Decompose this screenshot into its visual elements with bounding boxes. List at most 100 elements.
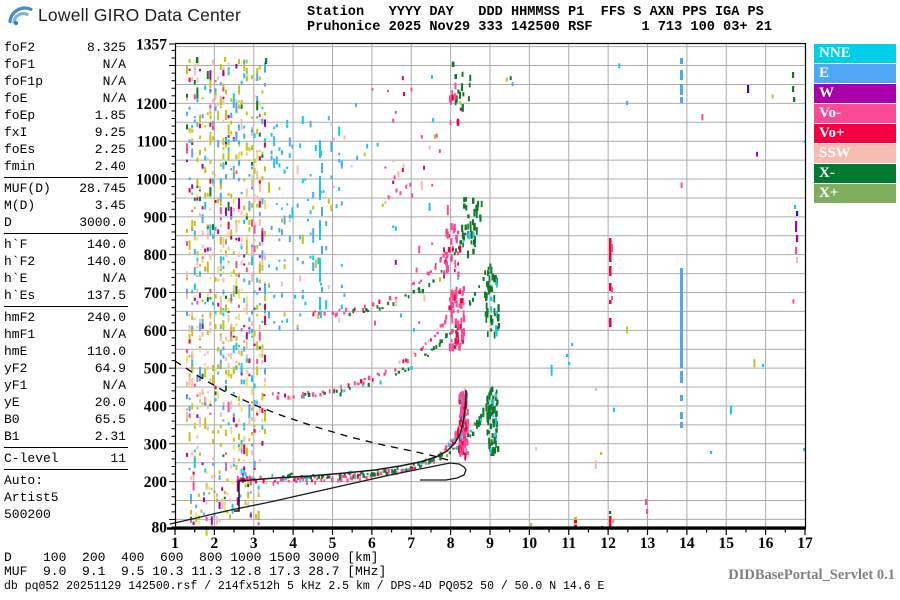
parameter-value: 8.325	[86, 40, 126, 55]
parameter-row: hmE 110.0	[4, 343, 126, 360]
parameter-group: hmF2 240.0 hmF1 N/A hmE 110.0 yF2 64.9 yF1 N/A yE 2…	[4, 309, 126, 445]
echo-type-legend: NNE E W Vo- Vo+ SSW X- X+	[814, 44, 896, 204]
parameter-value: N/A	[102, 327, 126, 342]
parameter-value: 2.40	[94, 159, 126, 174]
parameter-label: foF2	[4, 40, 36, 55]
parameter-row: foF1 N/A	[4, 56, 126, 73]
trace-cusp-clusters	[443, 61, 501, 461]
y-axis-label: 900	[144, 209, 168, 226]
parameter-row: yE 20.0	[4, 394, 126, 411]
muf-transmission-curve	[174, 360, 449, 461]
parameter-label: foF1p	[4, 74, 44, 89]
x-axis-label: 16	[758, 535, 774, 552]
parameter-label: foEs	[4, 142, 36, 157]
legend-item-ssw: SSW	[814, 144, 896, 163]
x-axis-label: 11	[561, 535, 576, 552]
parameter-row: yF2 64.9	[4, 360, 126, 377]
parameter-label: B1	[4, 429, 20, 444]
parameter-label: foEp	[4, 108, 36, 123]
panel-separator	[4, 469, 128, 470]
y-axis-label: 600	[144, 323, 168, 340]
parameter-row: hmF1 N/A	[4, 326, 126, 343]
parameter-label: hmF1	[4, 327, 36, 342]
x-axis-label: 3	[250, 535, 258, 552]
legend-item-nne: NNE	[814, 44, 896, 63]
parameter-label: MUF(D)	[4, 181, 51, 196]
parameter-row: Artist5	[4, 489, 126, 506]
x-axis-label: 14	[679, 535, 695, 552]
servlet-version-label: DIDBasePortal_Servlet 0.1	[728, 567, 895, 583]
parameter-label: hmF2	[4, 310, 36, 325]
parameter-row: foEp 1.85	[4, 107, 126, 124]
parameter-row: B0 65.5	[4, 411, 126, 428]
trace-fit-step	[234, 481, 240, 512]
station-header: Station YYYY DAY DDD HHMMSS P1 FFS S AXN…	[307, 5, 772, 35]
parameter-label: D	[4, 215, 12, 230]
plot-axes: 1357120011001000900800700600500400300200…	[136, 37, 813, 553]
parameter-group: h`F 140.0 h`F2 140.0 h`E N/A h`Es 137.5	[4, 236, 126, 304]
parameter-label: 500200	[4, 507, 51, 522]
parameter-row: foF1p N/A	[4, 73, 126, 90]
y-axis-label: 500	[144, 361, 168, 378]
parameter-value: N/A	[102, 74, 126, 89]
x-axis-label: 12	[600, 535, 616, 552]
parameter-label: foE	[4, 91, 28, 106]
y-axis-label: 400	[144, 398, 168, 415]
y-axis-label: 1357	[136, 37, 167, 54]
y-axis-label: 800	[144, 247, 168, 264]
x-axis-label: 15	[719, 535, 735, 552]
logo-title: Lowell GIRO Data Center	[38, 4, 242, 25]
parameter-value: 240.0	[86, 310, 126, 325]
parameter-row: h`Es 137.5	[4, 287, 126, 304]
parameter-row: foEs 2.25	[4, 141, 126, 158]
x-axis-label: 4	[289, 535, 297, 552]
parameter-row: 500200	[4, 506, 126, 523]
parameter-group: MUF(D) 28.745 M(D) 3.45 D 3000.0	[4, 180, 126, 231]
parameter-row: D 3000.0	[4, 214, 126, 231]
x-axis-label: 6	[368, 535, 376, 552]
parameter-row: Auto:	[4, 472, 126, 489]
panel-separator	[4, 177, 128, 178]
y-axis-label: 1200	[136, 96, 167, 113]
parameter-label: Artist5	[4, 490, 59, 505]
parameter-value: 9.25	[94, 125, 126, 140]
station-header-columns: Station YYYY DAY DDD HHMMSS P1 FFS S AXN…	[307, 5, 764, 20]
muf-row: MUF 9.0 9.1 9.5 10.3 11.3 12.8 17.3 28.7…	[4, 564, 387, 579]
electron-density-profile-line	[169, 462, 467, 525]
legend-item-x: X-	[814, 164, 896, 183]
lowell-giro-logo[interactable]: Lowell GIRO Data Center	[8, 3, 241, 27]
parameter-row: h`E N/A	[4, 270, 126, 287]
y-axis-label: 200	[144, 474, 168, 491]
parameter-row: C-level 11	[4, 450, 126, 467]
parameter-group: Auto: Artist5 500200	[4, 472, 126, 523]
x-axis-label: 2	[211, 535, 219, 552]
parameter-value: N/A	[102, 91, 126, 106]
parameter-label: hmE	[4, 344, 28, 359]
parameter-row: fmin 2.40	[4, 158, 126, 175]
parameter-value: N/A	[102, 378, 126, 393]
parameter-row: yF1 N/A	[4, 377, 126, 394]
parameter-label: Auto:	[4, 473, 44, 488]
parameter-value: 1.85	[94, 108, 126, 123]
legend-item-vo: Vo+	[814, 124, 896, 143]
parameter-row: h`F 140.0	[4, 236, 126, 253]
analysis-overlays	[169, 360, 467, 525]
parameter-row: B1 2.31	[4, 428, 126, 445]
parameter-label: yE	[4, 395, 20, 410]
legend-item-w: W	[814, 84, 896, 103]
parameter-row: foF2 8.325	[4, 39, 126, 56]
parameter-label: yF2	[4, 361, 28, 376]
parameter-value: 28.745	[79, 181, 126, 196]
parameter-row: hmF2 240.0	[4, 309, 126, 326]
parameter-value: 110.0	[86, 344, 126, 359]
parameter-label: fxI	[4, 125, 28, 140]
artist-trace-fit-line	[238, 390, 467, 482]
y-axis-label: 700	[144, 285, 168, 302]
parameter-label: h`F	[4, 237, 28, 252]
legend-item-x: X+	[814, 184, 896, 203]
parameter-value: 11	[110, 451, 126, 466]
parameter-value: 20.0	[94, 395, 126, 410]
parameter-value: 65.5	[94, 412, 126, 427]
